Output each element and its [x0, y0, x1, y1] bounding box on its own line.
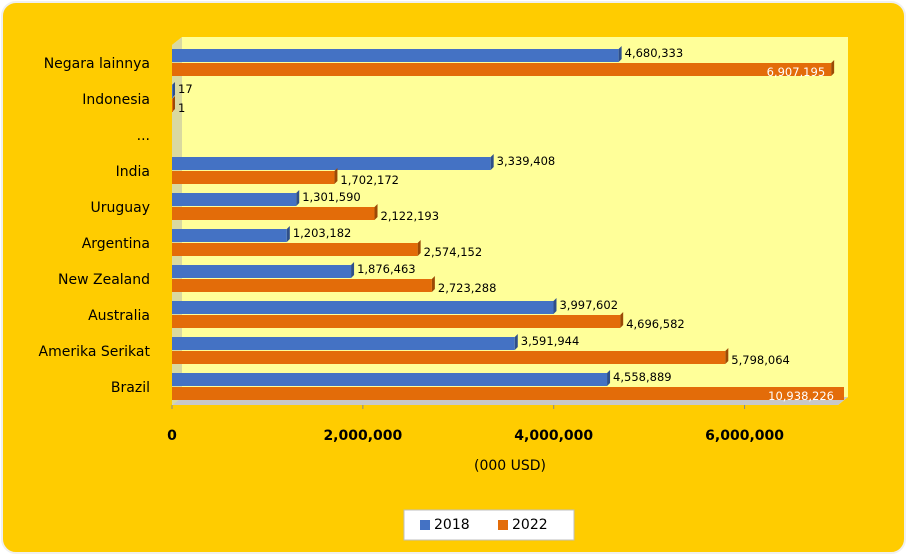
bar-depth [831, 60, 835, 76]
data-label: 3,997,602 [559, 298, 618, 312]
data-label: 1,702,172 [340, 173, 399, 187]
y-tick-label: Uruguay [91, 200, 151, 216]
bar [172, 157, 491, 170]
x-axis-label: (000 USD) [474, 458, 546, 474]
bar-depth [490, 154, 494, 170]
y-tick-label: Argentina [82, 236, 150, 252]
data-label: 2,723,288 [438, 281, 497, 295]
bar-depth [514, 334, 518, 350]
data-label: 4,680,333 [625, 46, 684, 60]
y-tick-label: Brazil [111, 380, 150, 396]
bar [172, 387, 844, 400]
data-label: 3,591,944 [521, 334, 580, 348]
bar-depth [334, 168, 338, 184]
bar-depth [286, 226, 290, 242]
bar [172, 351, 726, 364]
bar [172, 85, 173, 98]
data-label: 1,203,182 [293, 226, 352, 240]
x-tick-label: 2,000,000 [323, 428, 402, 444]
y-tick-label: Australia [88, 308, 150, 324]
bar [172, 301, 554, 314]
legend-box [403, 509, 575, 541]
bar-depth [417, 240, 421, 256]
bar [172, 207, 375, 220]
bar-depth [296, 190, 300, 206]
data-label: 1 [178, 101, 185, 115]
data-label: 1,301,590 [302, 190, 361, 204]
bar [172, 243, 418, 256]
bar [172, 99, 173, 112]
legend-swatch [498, 520, 508, 530]
data-label: 6,907,195 [767, 65, 826, 79]
bar-depth [431, 276, 435, 292]
x-tick-label: 4,000,000 [514, 428, 593, 444]
legend-label: 2018 [434, 517, 470, 533]
y-tick-label: India [116, 164, 150, 180]
bar [172, 229, 287, 242]
bar-depth [553, 298, 557, 314]
bar-depth [374, 204, 378, 220]
bar [172, 63, 832, 76]
bar-depth [607, 370, 611, 386]
bar-depth [725, 348, 729, 364]
y-tick-label: ... [137, 128, 150, 144]
bar-depth [620, 312, 624, 328]
bar [172, 171, 335, 184]
data-label: 1,876,463 [357, 262, 416, 276]
data-label: 3,339,408 [497, 154, 556, 168]
bar [172, 193, 297, 206]
data-label: 2,122,193 [381, 209, 440, 223]
y-tick-label: Amerika Serikat [39, 344, 151, 360]
y-tick-label: Indonesia [82, 92, 150, 108]
data-label: 4,558,889 [613, 370, 672, 384]
data-label: 17 [178, 82, 193, 96]
y-tick-label: Negara lainnya [44, 56, 150, 72]
bar [172, 265, 352, 278]
legend-swatch [420, 520, 430, 530]
legend-label: 2022 [512, 517, 548, 533]
data-label: 5,798,064 [731, 353, 790, 367]
y-tick-label: New Zealand [58, 272, 150, 288]
data-label: 2,574,152 [424, 245, 483, 259]
x-tick-label: 6,000,000 [705, 428, 784, 444]
bar [172, 49, 619, 62]
bar [172, 279, 432, 292]
bar [172, 373, 608, 386]
bar [172, 315, 621, 328]
plot [172, 46, 844, 400]
bar [172, 337, 515, 350]
bar-depth [618, 46, 622, 62]
bar-depth [351, 262, 355, 278]
x-tick-label: 0 [167, 428, 177, 444]
data-label: 10,938,226 [768, 389, 834, 403]
data-label: 4,696,582 [626, 317, 685, 331]
